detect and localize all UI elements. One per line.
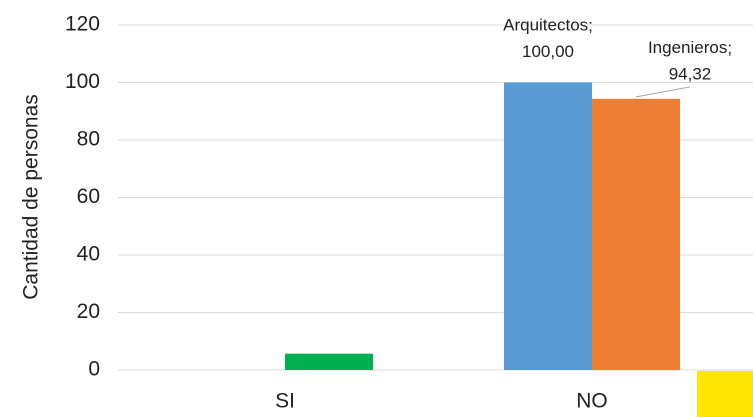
data-label: Ingenieros; — [648, 38, 732, 57]
y-tick-label: 100 — [65, 70, 100, 93]
bar — [504, 82, 592, 370]
x-tick-label: SI — [275, 390, 295, 413]
y-tick-label: 80 — [77, 128, 100, 151]
data-label: 100,00 — [522, 42, 574, 61]
x-tick-label: NO — [576, 390, 608, 413]
y-axis-label: Cantidad de personas — [20, 94, 43, 299]
data-label-name: Ingenieros — [648, 38, 727, 57]
data-label: Arquitectos; — [503, 16, 593, 35]
bar — [285, 353, 373, 370]
y-tick-label: 20 — [77, 300, 100, 323]
data-label: 94,32 — [669, 64, 712, 83]
y-tick-label: 120 — [65, 13, 100, 36]
data-label-name: Arquitectos — [503, 16, 588, 35]
decoration — [697, 371, 753, 417]
y-tick-label: 40 — [77, 243, 100, 266]
y-tick-label: 60 — [77, 185, 100, 208]
bar — [592, 98, 680, 370]
leader-line — [635, 86, 691, 98]
y-tick-label: 0 — [88, 358, 100, 381]
